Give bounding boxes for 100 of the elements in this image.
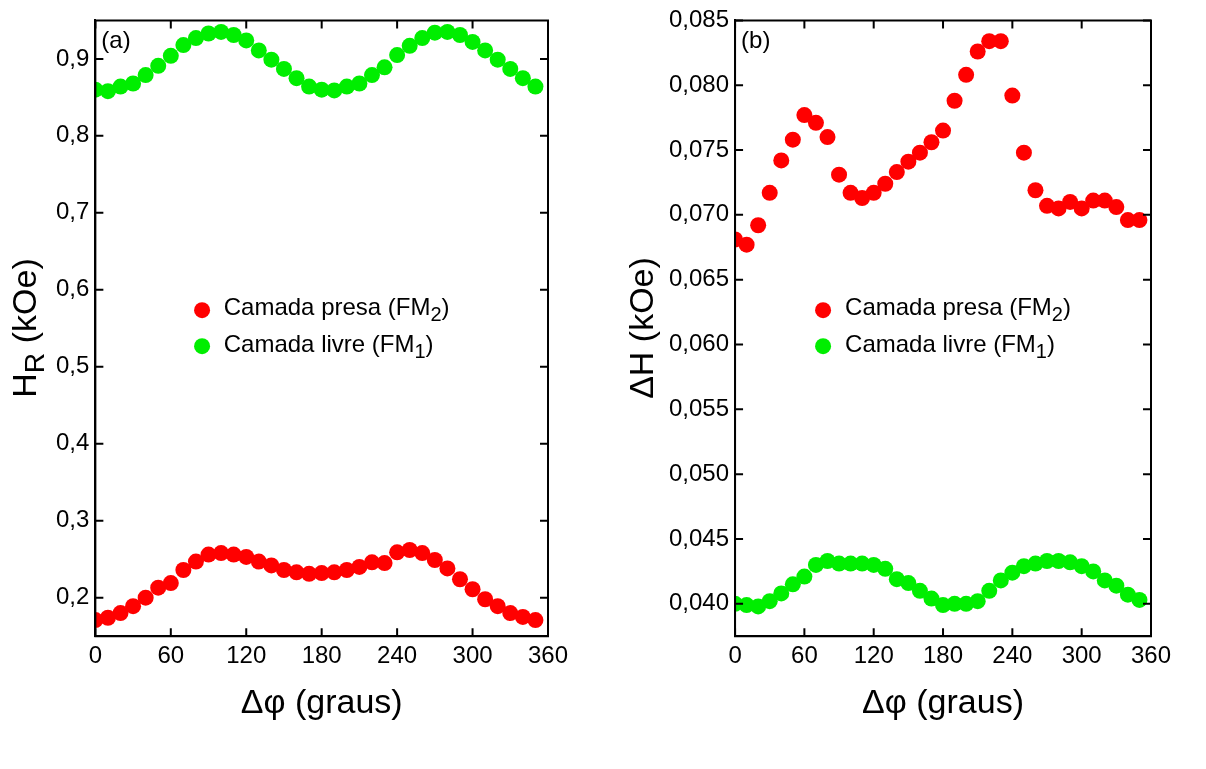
point (946, 92, 963, 109)
point (238, 548, 255, 565)
point (888, 164, 905, 181)
point (992, 33, 1009, 50)
point (451, 27, 468, 44)
point (981, 582, 998, 599)
point (1062, 193, 1079, 210)
x-axis-title: Δφ (graus) (240, 682, 403, 721)
y-tick-label: 0,045 (669, 523, 730, 551)
point (263, 557, 280, 574)
point (464, 581, 481, 598)
point (527, 78, 544, 95)
point (477, 591, 494, 608)
x-tick-label: 240 (992, 641, 1033, 669)
point (401, 37, 418, 54)
point (275, 562, 292, 578)
y-tick-label: 0,055 (669, 393, 730, 421)
point (464, 33, 481, 50)
point (225, 27, 242, 44)
x-tick-label: 60 (791, 641, 818, 669)
point (1085, 563, 1102, 580)
point (137, 67, 154, 84)
point (150, 57, 167, 74)
annotation: (b) (741, 26, 771, 54)
point (1004, 564, 1021, 581)
point (489, 51, 506, 68)
point (796, 107, 813, 124)
point (807, 114, 824, 131)
x-tick-label: 60 (157, 641, 185, 669)
point (275, 60, 292, 77)
point (819, 129, 836, 146)
point (477, 42, 494, 59)
point (175, 37, 192, 54)
point (326, 82, 343, 99)
point (969, 593, 986, 610)
y-tick-label: 0,2 (55, 582, 90, 610)
y-tick-label: 0,070 (669, 199, 730, 227)
point (831, 166, 848, 183)
point (250, 553, 267, 570)
point (900, 153, 917, 170)
y-tick-label: 0,8 (55, 120, 90, 148)
point (1108, 199, 1125, 216)
y-tick-label: 0,085 (669, 5, 730, 33)
legend-label: Camada livre (FM$_{1}$) (223, 330, 434, 363)
point (958, 66, 975, 83)
y-tick-label: 0,080 (669, 69, 730, 97)
x-tick-label: 360 (1130, 641, 1172, 669)
point (1004, 87, 1021, 104)
point (175, 562, 192, 578)
point (514, 70, 531, 87)
y-tick-label: 0,050 (669, 458, 730, 486)
x-tick-label: 180 (923, 641, 964, 669)
point (502, 605, 519, 622)
x-tick-label: 300 (452, 641, 493, 669)
point (288, 70, 305, 87)
point (439, 23, 456, 40)
point (527, 612, 544, 629)
point (738, 236, 755, 253)
point (1131, 212, 1148, 229)
point (125, 598, 142, 615)
point (426, 552, 443, 568)
point (162, 47, 179, 64)
point (376, 555, 393, 572)
annotation: (a) (101, 26, 131, 54)
y-axis-title: ΔH (kOe) (622, 257, 660, 400)
point (502, 60, 519, 77)
point (338, 78, 355, 95)
point (414, 30, 431, 47)
point (854, 190, 871, 207)
x-tick-label: 120 (226, 641, 267, 669)
x-tick-label: 0 (728, 641, 742, 669)
point (1073, 200, 1090, 217)
y-tick-label: 0,3 (55, 505, 90, 533)
point (796, 568, 813, 585)
point (150, 579, 167, 596)
point (489, 598, 506, 615)
point (1108, 577, 1125, 594)
point (900, 575, 917, 592)
point (125, 75, 142, 92)
point (439, 560, 456, 577)
point (923, 134, 940, 151)
point (137, 589, 154, 606)
point (389, 47, 406, 64)
y-tick-label: 0,6 (55, 274, 90, 302)
point (911, 144, 928, 161)
x-tick-label: 360 (527, 641, 569, 669)
point (877, 560, 894, 577)
y-tick-label: 0,7 (55, 197, 90, 225)
point (761, 184, 778, 201)
legend-label: Camada presa (FM$_{2}$) (845, 293, 1071, 326)
x-tick-label: 240 (377, 641, 418, 669)
x-tick-label: 180 (301, 641, 342, 669)
x-axis-title: Δφ (graus) (862, 682, 1024, 721)
y-tick-label: 0,4 (55, 428, 90, 456)
point (363, 67, 380, 84)
point (935, 122, 952, 139)
point (1015, 144, 1032, 161)
legend-label: Camada presa (FM$_{2}$) (223, 293, 450, 326)
point (301, 78, 318, 95)
point (911, 582, 928, 599)
